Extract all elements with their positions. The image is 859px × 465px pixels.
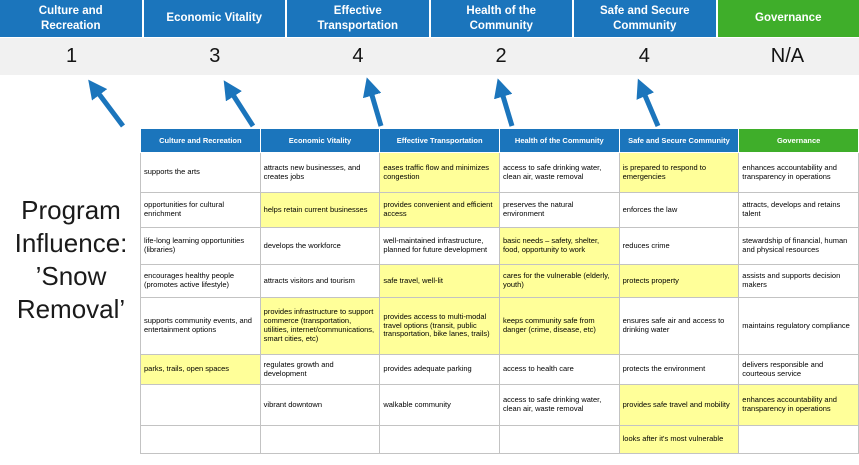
matrix-cell: safe travel, well-lit	[379, 264, 500, 298]
matrix-column-header: Health of the Community	[498, 128, 620, 153]
up-arrow-icon	[494, 78, 515, 127]
matrix-cell	[140, 384, 261, 426]
up-arrow-icon	[223, 80, 256, 128]
up-arrow-icon	[362, 77, 384, 127]
matrix-cell: encourages healthy people (promotes acti…	[140, 264, 261, 298]
matrix-cell: access to health care	[498, 354, 620, 385]
matrix-cell: protects the environment	[618, 354, 740, 385]
matrix-cell: looks after it's most vulnerable	[618, 425, 740, 454]
matrix-cell: ensures safe air and access to drinking …	[618, 297, 740, 355]
matrix-cell: is prepared to respond to emergencies	[618, 152, 740, 193]
program-title-line: Program	[21, 195, 121, 225]
matrix-cell	[738, 425, 859, 454]
matrix-row: looks after it's most vulnerable	[140, 425, 859, 454]
matrix-row: supports community events, and entertain…	[140, 297, 859, 355]
matrix-cell: basic needs – safety, shelter, food, opp…	[498, 227, 620, 265]
program-title-line: Influence:	[14, 228, 128, 259]
matrix-cell: protects property	[618, 264, 740, 298]
matrix-cell: cares for the vulnerable (elderly, youth…	[498, 264, 620, 298]
matrix-body: supports the arts attracts new businesses…	[140, 152, 859, 454]
pillar-score-4: 4	[638, 45, 650, 67]
matrix-head: Culture and Recreation Economic Vitality E…	[140, 128, 859, 153]
up-arrow-icon	[636, 78, 661, 127]
pillar-header-5: Governance	[717, 0, 859, 37]
matrix-cell: well-maintained infrastructure, planned …	[379, 227, 500, 265]
matrix-cell: delivers responsible and courteous servi…	[738, 354, 859, 385]
matrix-cell: preserves the natural environment	[498, 192, 620, 228]
matrix-cell: maintains regulatory compliance	[738, 297, 859, 355]
matrix-cell: attracts, develops and retains talent	[738, 192, 859, 228]
matrix-cell	[140, 425, 261, 454]
pillar-score-0: 1	[66, 45, 78, 67]
matrix-row: opportunities for cultural enrichment hel…	[140, 192, 859, 228]
arrows-overlay	[88, 77, 661, 128]
matrix-row: supports the arts attracts new businesses…	[140, 152, 859, 193]
influence-matrix: Culture and Recreation Economic Vitality E…	[140, 128, 859, 454]
matrix-column-header: Safe and Secure Community	[618, 128, 740, 153]
pillar-header-2: Effective Transportation	[287, 0, 431, 37]
pillar-score-5: N/A	[770, 45, 805, 67]
matrix-row: life-long learning opportunities (librar…	[140, 227, 859, 265]
matrix-cell	[498, 425, 620, 454]
matrix-cell: provides infrastructure to support comme…	[259, 297, 381, 355]
matrix-cell: provides safe travel and mobility	[618, 384, 740, 426]
matrix-cell: enforces the law	[618, 192, 740, 228]
matrix-cell: opportunities for cultural enrichment	[140, 192, 261, 228]
matrix-cell: provides convenient and efficient access	[379, 192, 500, 228]
matrix-row: parks, trails, open spaces regulates grow…	[140, 354, 859, 385]
matrix-column-header: Culture and Recreation	[140, 128, 261, 153]
scoreboard-scores: 1 3 4 2 4 N/A	[0, 38, 859, 75]
matrix-cell: eases traffic flow and minimizes congest…	[379, 152, 500, 193]
matrix-cell: provides adequate parking	[379, 354, 500, 385]
matrix-cell: life-long learning opportunities (librar…	[140, 227, 261, 265]
matrix-cell: regulates growth and development	[259, 354, 381, 385]
matrix-cell: attracts new businesses, and creates job…	[259, 152, 381, 193]
matrix-column-header: Effective Transportation	[379, 128, 500, 153]
matrix-cell: supports community events, and entertain…	[140, 297, 261, 355]
pillar-score-1: 3	[209, 45, 221, 67]
matrix-cell: enhances accountability and transparency…	[738, 152, 859, 193]
matrix-cell	[259, 425, 381, 454]
matrix-header-row: Culture and Recreation Economic Vitality E…	[140, 128, 859, 153]
program-title: Program Influence: ’Snow Removal’	[2, 194, 140, 326]
matrix-cell: provides access to multi-modal travel op…	[379, 297, 500, 355]
matrix-cell: parks, trails, open spaces	[140, 354, 261, 385]
program-title-line: ’Snow	[35, 261, 107, 292]
matrix-cell: vibrant downtown	[259, 384, 381, 426]
matrix-cell: assists and supports decision makers	[738, 264, 859, 298]
matrix-cell: reduces crime	[618, 227, 740, 265]
matrix-cell: helps retain current businesses	[259, 192, 381, 228]
matrix-cell: supports the arts	[140, 152, 261, 193]
matrix-cell: access to safe drinking water, clean air…	[498, 152, 620, 193]
matrix-cell: develops the workforce	[259, 227, 381, 265]
up-arrow-icon	[88, 79, 125, 128]
matrix-row: vibrant downtown walkable community access…	[140, 384, 859, 426]
matrix-column-header: Economic Vitality	[259, 128, 381, 153]
matrix-cell: enhances accountability and transparency…	[738, 384, 859, 426]
matrix-cell: attracts visitors and tourism	[259, 264, 381, 298]
pillar-header-3: Health of the Community	[430, 0, 574, 37]
matrix-cell: walkable community	[379, 384, 500, 426]
matrix-cell: access to safe drinking water, clean air…	[498, 384, 620, 426]
matrix-cell	[379, 425, 500, 454]
pillar-header-0: Culture and Recreation	[0, 0, 144, 37]
matrix-column-header: Governance	[738, 128, 859, 153]
scoreboard-headers: Culture and Recreation Economic Vitality E…	[0, 0, 859, 37]
pillar-score-2: 4	[352, 45, 364, 67]
matrix-cell: keeps community safe from danger (crime,…	[498, 297, 620, 355]
pillar-score-3: 2	[495, 45, 507, 67]
pillar-header-4: Safe and Secure Community	[574, 0, 718, 37]
pillar-header-1: Economic Vitality	[143, 0, 287, 37]
matrix-row: encourages healthy people (promotes acti…	[140, 264, 859, 298]
matrix-cell: stewardship of financial, human and phys…	[738, 227, 859, 265]
program-title-line: Removal’	[16, 294, 126, 325]
